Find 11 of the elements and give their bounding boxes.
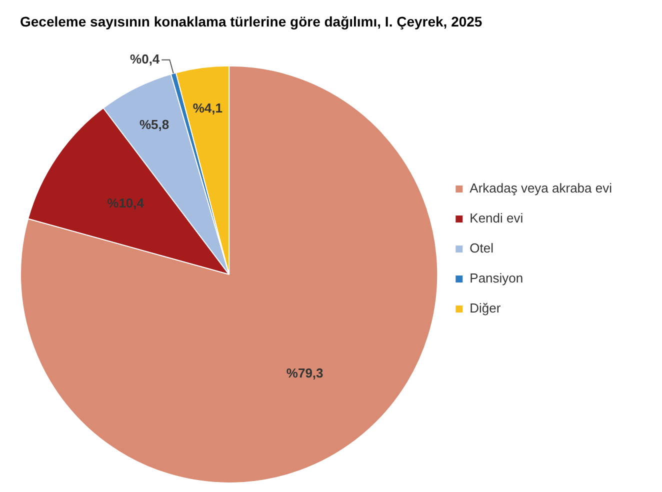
data-label: %79,3	[286, 366, 324, 381]
legend-label: Kendi evi	[470, 210, 524, 226]
legend-label: Pansiyon	[470, 270, 524, 286]
data-label: %0,4	[130, 51, 160, 66]
data-label: %10,4	[107, 196, 145, 211]
legend-label: Otel	[470, 240, 494, 256]
legend-label: Diğer	[470, 300, 502, 316]
chart-title: Geceleme sayısının konaklama türlerine göre dağılımı, I. Çeyrek, 2025	[20, 13, 482, 30]
data-label: %4,1	[192, 100, 222, 116]
legend-label: Arkadaş veya akraba evi	[470, 180, 612, 196]
data-label: %5,8	[139, 116, 170, 132]
